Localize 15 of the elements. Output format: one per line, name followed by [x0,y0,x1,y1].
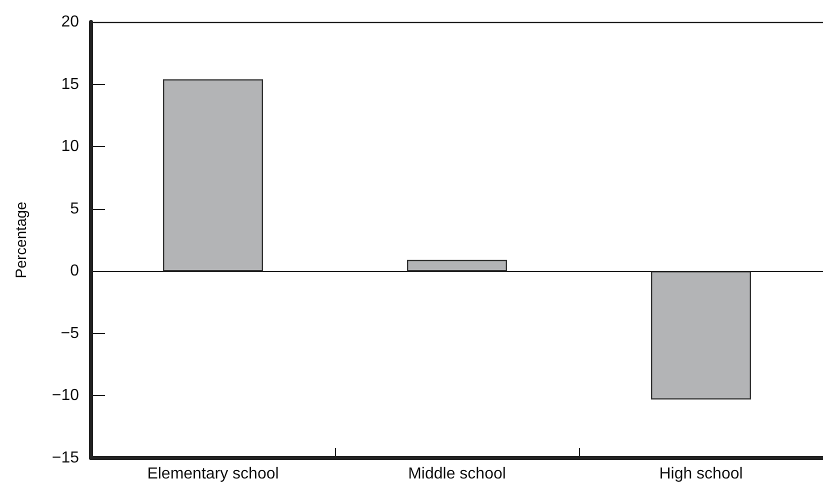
bar [650,271,752,400]
x-tick-label: Middle school [408,466,506,482]
y-tick-label: 15 [61,76,80,93]
y-axis-title: Percentage [13,202,30,278]
y-tick-label: −15 [52,450,80,466]
y-tick-label: −5 [60,324,80,342]
bar [406,260,508,272]
bar [162,79,264,272]
x-tick-label: Elementary school [147,466,279,482]
y-tick-label: −10 [52,387,80,404]
y-tick-label: 5 [70,200,80,218]
y-tick-label: 0 [70,262,80,280]
y-tick-label: 20 [61,14,80,30]
y-tick-label: 10 [61,138,80,156]
x-tick-label: High school [659,466,743,482]
